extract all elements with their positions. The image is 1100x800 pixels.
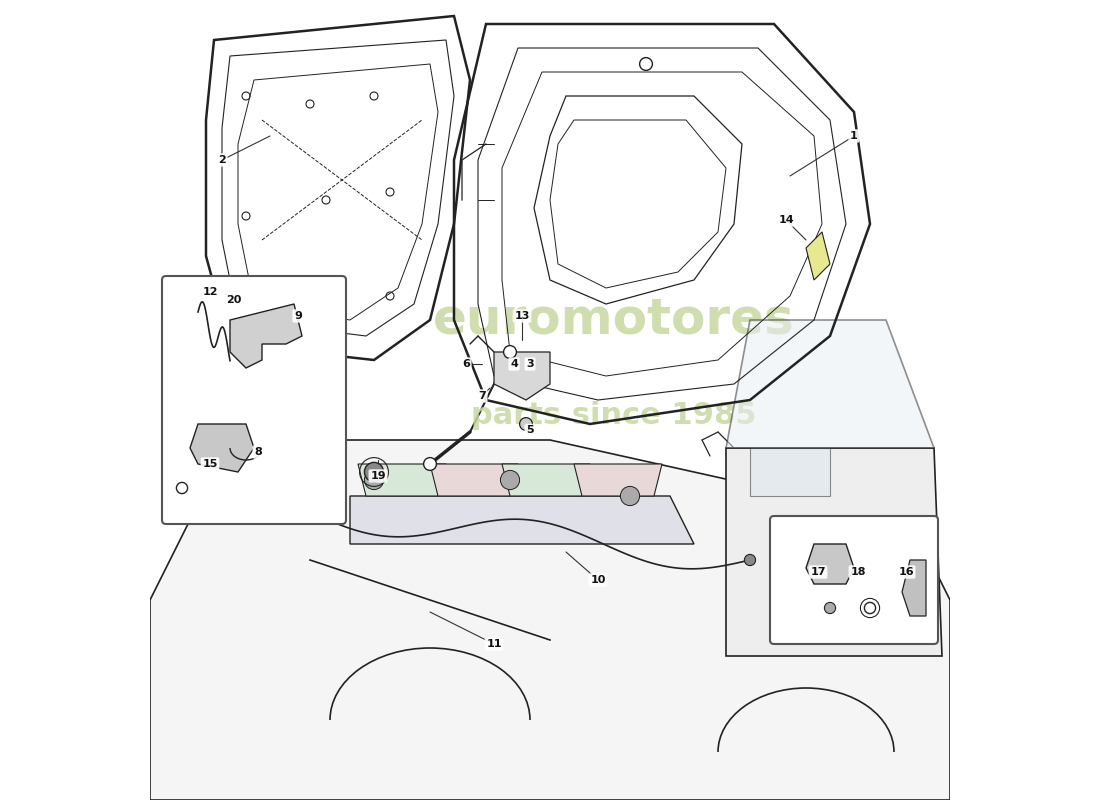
Text: 19: 19 bbox=[371, 471, 386, 481]
Polygon shape bbox=[430, 464, 518, 496]
Text: 13: 13 bbox=[515, 311, 530, 321]
Circle shape bbox=[504, 346, 516, 358]
Circle shape bbox=[824, 602, 836, 614]
Polygon shape bbox=[502, 464, 590, 496]
Text: 14: 14 bbox=[778, 215, 794, 225]
Text: 2: 2 bbox=[218, 155, 226, 165]
Text: 5: 5 bbox=[526, 426, 534, 435]
Text: 8: 8 bbox=[254, 447, 262, 457]
Text: 17: 17 bbox=[811, 567, 826, 577]
FancyBboxPatch shape bbox=[770, 516, 938, 644]
Circle shape bbox=[364, 470, 384, 490]
Circle shape bbox=[424, 458, 437, 470]
Text: 6: 6 bbox=[462, 359, 470, 369]
Polygon shape bbox=[150, 440, 950, 800]
Text: 12: 12 bbox=[202, 287, 218, 297]
Polygon shape bbox=[902, 560, 926, 616]
Text: 16: 16 bbox=[899, 567, 914, 577]
Polygon shape bbox=[494, 352, 550, 400]
Text: 1: 1 bbox=[850, 131, 858, 141]
Polygon shape bbox=[726, 448, 942, 656]
Polygon shape bbox=[750, 448, 830, 496]
Text: 20: 20 bbox=[227, 295, 242, 305]
Polygon shape bbox=[574, 464, 662, 496]
Polygon shape bbox=[806, 544, 854, 584]
Circle shape bbox=[519, 418, 532, 430]
Text: 7: 7 bbox=[478, 391, 486, 401]
Circle shape bbox=[364, 462, 384, 482]
Circle shape bbox=[500, 470, 519, 490]
Text: 11: 11 bbox=[486, 639, 502, 649]
Polygon shape bbox=[350, 496, 694, 544]
Text: parts since 1985: parts since 1985 bbox=[471, 402, 757, 430]
Text: 18: 18 bbox=[850, 567, 866, 577]
Text: 15: 15 bbox=[202, 459, 218, 469]
Text: euromotores: euromotores bbox=[433, 296, 795, 344]
Text: 9: 9 bbox=[294, 311, 301, 321]
Polygon shape bbox=[806, 232, 830, 280]
Polygon shape bbox=[358, 464, 446, 496]
Polygon shape bbox=[230, 304, 302, 368]
Circle shape bbox=[620, 486, 639, 506]
Polygon shape bbox=[726, 320, 934, 448]
Text: 10: 10 bbox=[591, 575, 606, 585]
FancyBboxPatch shape bbox=[162, 276, 346, 524]
Text: 4: 4 bbox=[510, 359, 518, 369]
Circle shape bbox=[745, 554, 756, 566]
Polygon shape bbox=[190, 424, 254, 472]
Text: 3: 3 bbox=[526, 359, 534, 369]
